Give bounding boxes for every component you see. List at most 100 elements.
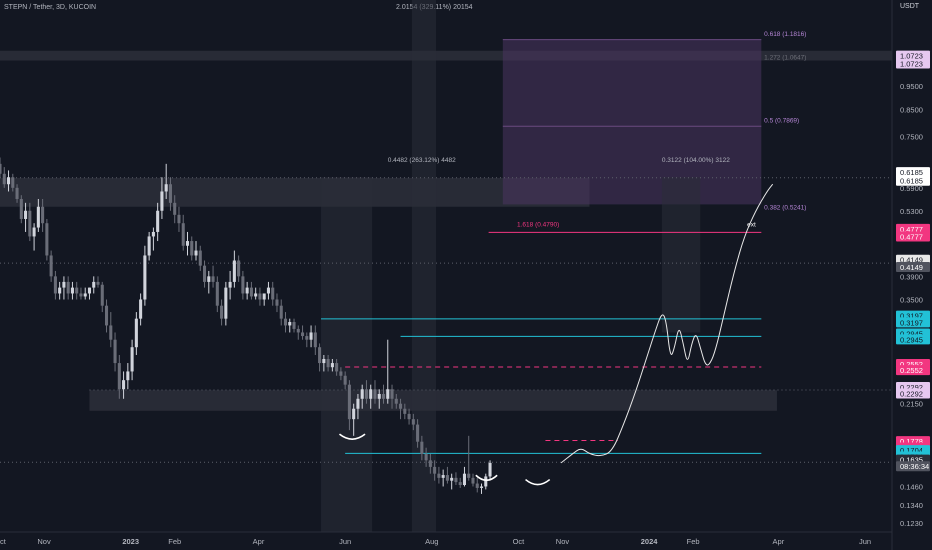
candle-body bbox=[399, 403, 403, 409]
candle-body bbox=[343, 375, 347, 385]
candle-body bbox=[275, 299, 279, 306]
measure-column-b[interactable] bbox=[321, 177, 373, 532]
price-badge-text: 0.4149 bbox=[900, 263, 923, 272]
candle-body bbox=[19, 198, 23, 219]
candle-body bbox=[70, 287, 74, 294]
candle-body bbox=[318, 347, 322, 364]
price-badge-text: 0.3197 bbox=[900, 318, 923, 327]
price-badge bbox=[896, 317, 930, 328]
candle-body bbox=[433, 466, 437, 474]
candle-body bbox=[462, 473, 466, 486]
zones-layer bbox=[0, 0, 892, 532]
price-badge-text: 1.0723 bbox=[900, 60, 923, 69]
y-tick-label: 0.5900 bbox=[900, 184, 923, 193]
candle-body bbox=[283, 318, 288, 326]
fib-label-1618: 1.618 (0.4790) bbox=[517, 222, 559, 229]
lines-layer bbox=[0, 39, 892, 463]
projection-path[interactable] bbox=[560, 183, 774, 464]
candle-body bbox=[416, 424, 420, 442]
price-badge-text: 0.1778 bbox=[900, 437, 923, 446]
candle-body bbox=[364, 389, 368, 399]
candle-body bbox=[87, 287, 92, 294]
candle-body bbox=[441, 475, 445, 478]
candle-body bbox=[139, 299, 143, 319]
candle-body bbox=[403, 408, 407, 414]
candle-body bbox=[377, 393, 381, 399]
candle-body bbox=[0, 163, 2, 174]
candle-body bbox=[330, 363, 334, 368]
candle-body bbox=[100, 284, 104, 306]
price-badge bbox=[896, 261, 930, 272]
y-tick-label: 0.9500 bbox=[900, 82, 923, 91]
candle-body bbox=[160, 191, 164, 211]
y-tick-label: 0.8500 bbox=[900, 106, 923, 115]
candle-body bbox=[194, 250, 198, 256]
candle-body bbox=[130, 347, 134, 372]
left-shoulder-arc[interactable] bbox=[338, 433, 366, 440]
candle-body bbox=[75, 287, 79, 294]
candle-body bbox=[292, 322, 296, 329]
upper-resistance-zone[interactable] bbox=[0, 50, 892, 61]
measure-column-a[interactable] bbox=[411, 0, 437, 532]
time-axis[interactable]: Oct Nov 2023 Feb Apr Jun Aug Oct Nov 2024 Feb Apr Ju… bbox=[0, 537, 871, 546]
candle-body bbox=[313, 332, 317, 348]
candle-body bbox=[134, 318, 138, 348]
x-tick-label: Jun bbox=[339, 537, 351, 546]
candle-body bbox=[224, 287, 228, 319]
x-tick-label: Apr bbox=[773, 537, 785, 546]
candle-body bbox=[479, 486, 484, 488]
currency-label[interactable]: USDT bbox=[900, 3, 920, 10]
candle-body bbox=[168, 184, 172, 203]
price-badge bbox=[896, 461, 930, 472]
x-tick-label: Oct bbox=[0, 537, 7, 546]
price-badge bbox=[896, 223, 930, 234]
price-badge-text: 0.2292 bbox=[900, 390, 923, 399]
price-badge bbox=[896, 50, 930, 61]
candles-layer bbox=[0, 157, 492, 494]
candle-body bbox=[454, 477, 458, 483]
candle-body bbox=[301, 332, 305, 337]
candle-body bbox=[11, 177, 15, 188]
price-badge-text: 0.6185 bbox=[900, 168, 923, 177]
target-box[interactable] bbox=[502, 39, 762, 205]
measure-label-left: 0.4482 (263.12%) 4482 bbox=[388, 157, 456, 164]
candle-body bbox=[24, 210, 28, 219]
price-badge bbox=[896, 58, 930, 69]
candle-body bbox=[347, 384, 351, 420]
candle-body bbox=[181, 223, 185, 246]
head-arc-left[interactable] bbox=[475, 474, 498, 482]
candle-body bbox=[322, 358, 326, 364]
candle-body bbox=[156, 210, 160, 232]
price-badge bbox=[896, 388, 930, 399]
candle-body bbox=[49, 255, 53, 277]
candle-body bbox=[484, 476, 488, 487]
price-badge-text: 1.0723 bbox=[900, 52, 923, 61]
candle-body bbox=[177, 214, 181, 224]
candle-body bbox=[203, 265, 207, 282]
candle-body bbox=[151, 231, 155, 237]
candle-body bbox=[126, 371, 130, 381]
candle-body bbox=[245, 287, 249, 294]
candle-body bbox=[369, 389, 373, 399]
candle-body bbox=[288, 322, 292, 326]
measure-label-right: 0.3122 (104.00%) 3122 bbox=[662, 157, 730, 164]
candle-body bbox=[352, 408, 356, 420]
measure-column-c[interactable] bbox=[661, 177, 701, 333]
candle-body bbox=[190, 241, 194, 256]
candle-body bbox=[2, 173, 6, 185]
candle-body bbox=[96, 281, 100, 285]
candle-body bbox=[411, 419, 415, 425]
price-badge-text: 0.2945 bbox=[900, 330, 923, 339]
candle-body bbox=[326, 358, 330, 368]
head-arc-right[interactable] bbox=[525, 478, 551, 486]
y-tick-label: 0.2150 bbox=[900, 400, 923, 409]
candle-body bbox=[83, 293, 87, 297]
price-badge bbox=[896, 334, 930, 345]
candle-body bbox=[356, 398, 360, 409]
candle-body bbox=[394, 398, 398, 404]
candle-body bbox=[373, 389, 377, 399]
candle-body bbox=[32, 227, 36, 237]
price-badge-text: 0.3197 bbox=[900, 312, 923, 321]
mid-resistance-zone[interactable] bbox=[0, 177, 590, 207]
